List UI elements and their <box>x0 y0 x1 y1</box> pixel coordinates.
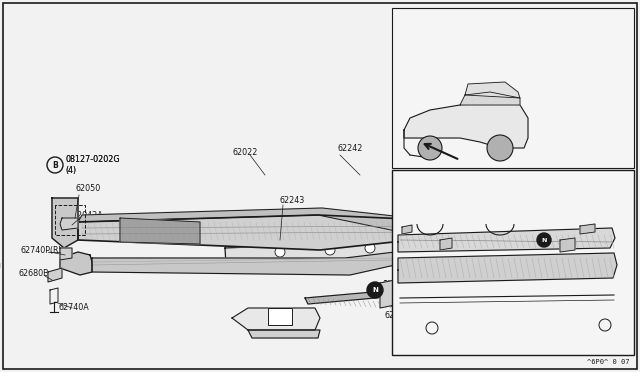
Text: 62740P(RH): 62740P(RH) <box>20 246 67 254</box>
Text: 62673(RH)
62674(LH): 62673(RH) 62674(LH) <box>460 285 503 305</box>
Polygon shape <box>48 268 62 282</box>
Circle shape <box>367 282 383 298</box>
Text: 62042A: 62042A <box>72 211 103 219</box>
Circle shape <box>400 241 410 251</box>
Bar <box>392 8 634 168</box>
Polygon shape <box>78 208 430 238</box>
Text: 62022: 62022 <box>232 148 258 157</box>
Polygon shape <box>440 275 455 298</box>
Polygon shape <box>120 218 200 244</box>
Text: ^6P0^ 0 07: ^6P0^ 0 07 <box>588 359 630 365</box>
Text: 62242: 62242 <box>338 144 364 153</box>
Polygon shape <box>305 288 420 304</box>
Polygon shape <box>248 330 320 338</box>
Polygon shape <box>398 228 615 252</box>
Polygon shape <box>465 82 520 98</box>
Polygon shape <box>225 240 422 265</box>
Text: 08911-1062G
(6): 08911-1062G (6) <box>555 193 606 207</box>
Circle shape <box>418 136 442 160</box>
Polygon shape <box>60 248 72 260</box>
Polygon shape <box>60 252 92 275</box>
Polygon shape <box>398 253 617 283</box>
Text: 62243: 62243 <box>280 196 305 205</box>
Circle shape <box>365 243 375 253</box>
Polygon shape <box>430 218 472 238</box>
Text: 08127-0202G
(4): 08127-0202G (4) <box>65 155 120 175</box>
Polygon shape <box>402 225 412 234</box>
Text: 96085(LH): 96085(LH) <box>540 185 579 191</box>
Polygon shape <box>440 238 452 250</box>
Text: 62020E: 62020E <box>220 221 250 230</box>
Text: 96084M(RH)
96085M(LH): 96084M(RH) 96085M(LH) <box>398 308 444 322</box>
Text: N: N <box>372 287 378 293</box>
Circle shape <box>487 135 513 161</box>
Text: N: N <box>541 237 547 243</box>
Polygon shape <box>92 252 395 275</box>
Text: 62680B: 62680B <box>18 269 49 279</box>
Polygon shape <box>380 280 395 308</box>
Text: 96022: 96022 <box>398 212 422 218</box>
Polygon shape <box>60 218 78 230</box>
Text: 96084(RH): 96084(RH) <box>560 175 600 181</box>
Text: 08911-1062G
(6): 08911-1062G (6) <box>383 280 437 300</box>
Polygon shape <box>460 92 520 105</box>
Circle shape <box>275 247 285 257</box>
Polygon shape <box>560 238 575 252</box>
Text: 62090: 62090 <box>432 218 457 227</box>
Text: 08911-1062G
(6): 08911-1062G (6) <box>383 280 437 300</box>
Text: 96084A: 96084A <box>398 185 426 191</box>
Text: 96046: 96046 <box>398 265 421 271</box>
Text: 96010D: 96010D <box>398 175 428 181</box>
Polygon shape <box>404 102 528 148</box>
Text: 63145M: 63145M <box>558 207 588 213</box>
Text: 08911-1062G
(6): 08911-1062G (6) <box>550 193 601 207</box>
Polygon shape <box>268 308 292 325</box>
Text: 08127-0202G
(4): 08127-0202G (4) <box>65 155 120 175</box>
Text: B: B <box>52 160 58 170</box>
Text: 96010B: 96010B <box>455 202 484 208</box>
Text: 62671Q (RH)
62672Q(LH): 62671Q (RH) 62672Q(LH) <box>385 300 436 320</box>
Polygon shape <box>232 308 320 330</box>
Text: 96010: 96010 <box>398 237 422 243</box>
Circle shape <box>537 233 551 247</box>
Polygon shape <box>580 224 595 234</box>
Circle shape <box>325 245 335 255</box>
Polygon shape <box>52 198 78 248</box>
Bar <box>392 170 634 355</box>
Text: 62740A: 62740A <box>58 304 89 312</box>
Text: 96010A: 96010A <box>568 313 596 319</box>
Polygon shape <box>78 215 430 250</box>
Text: 62050: 62050 <box>75 183 100 192</box>
